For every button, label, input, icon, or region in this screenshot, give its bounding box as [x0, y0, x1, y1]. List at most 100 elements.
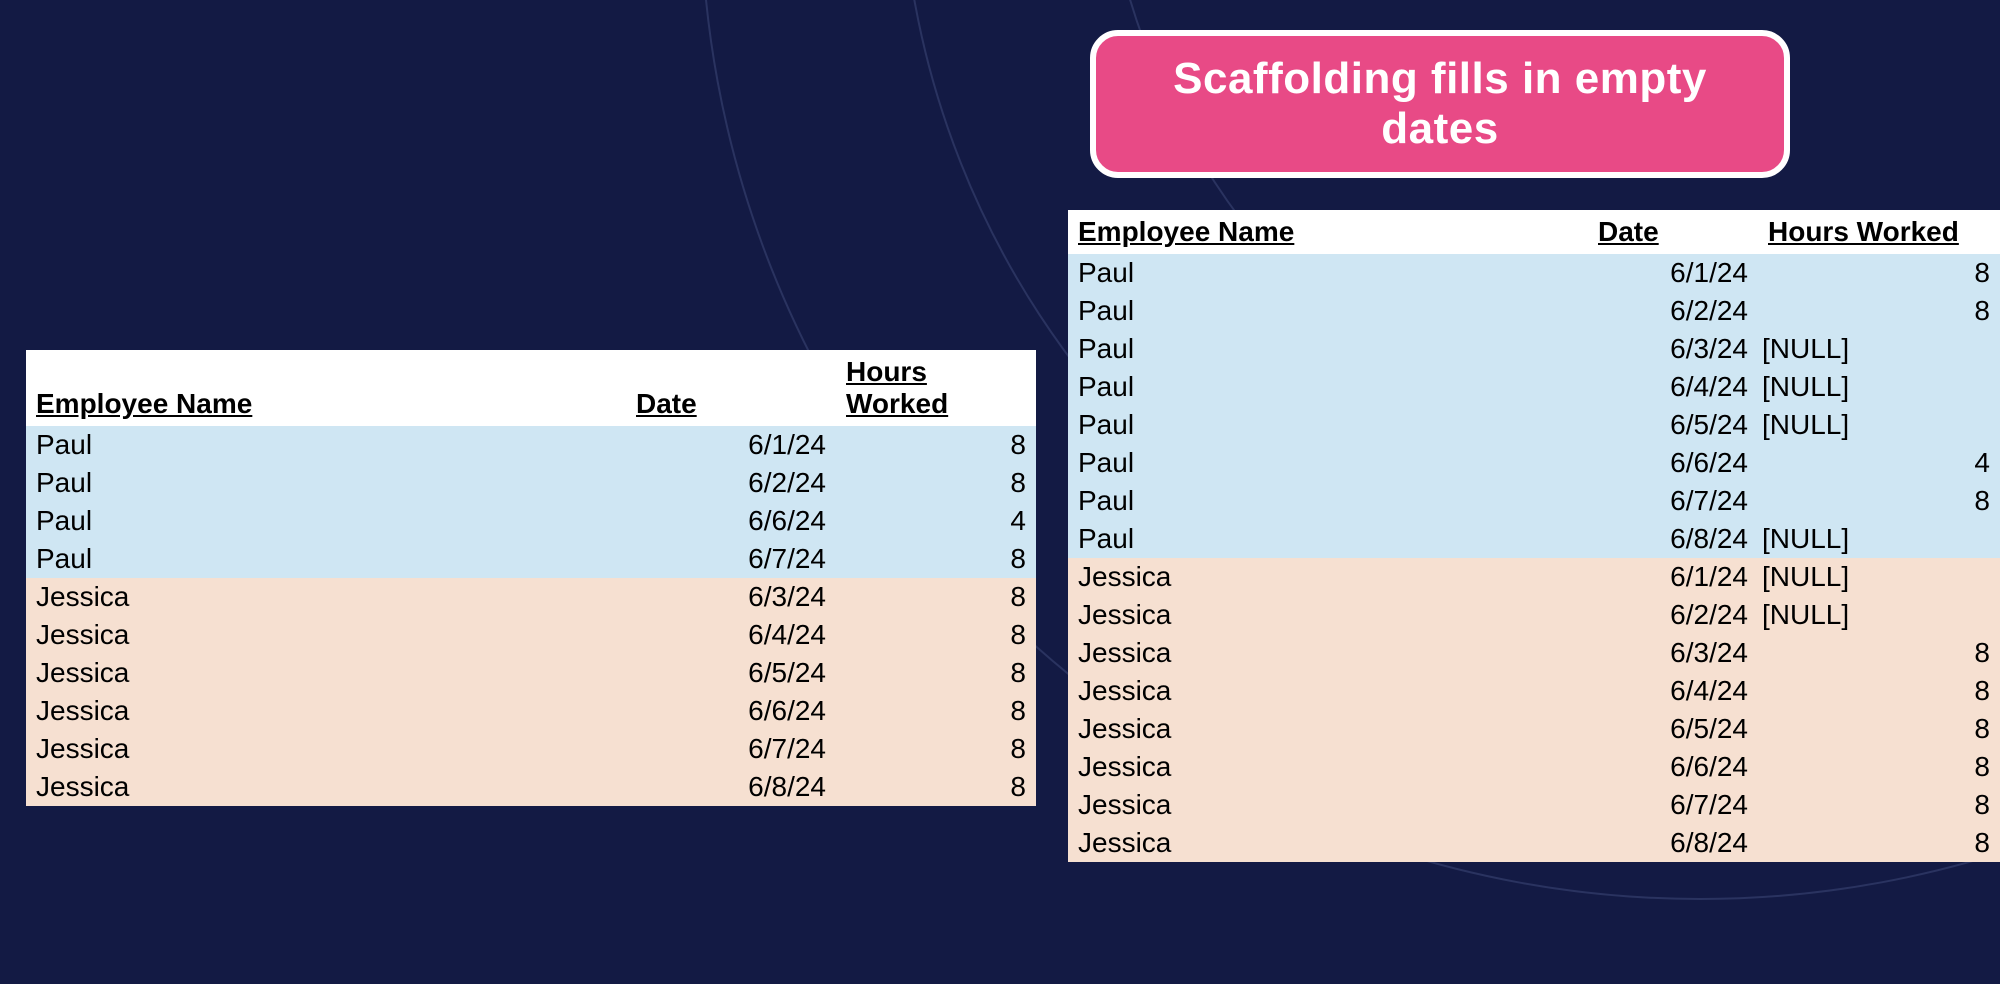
cell-employee-name: Jessica: [1068, 672, 1588, 710]
cell-date: 6/8/24: [1588, 520, 1758, 558]
header-date: Date: [1588, 210, 1758, 254]
table-row: Paul6/7/248: [1068, 482, 2000, 520]
cell-date: 6/2/24: [1588, 596, 1758, 634]
cell-employee-name: Jessica: [1068, 634, 1588, 672]
cell-date: 6/7/24: [626, 540, 836, 578]
cell-hours-null: [NULL]: [1758, 596, 2000, 634]
cell-date: 6/6/24: [1588, 444, 1758, 482]
cell-date: 6/5/24: [1588, 710, 1758, 748]
table-row: Jessica6/1/24[NULL]: [1068, 558, 2000, 596]
table-row: Paul6/2/248: [26, 464, 1036, 502]
cell-employee-name: Jessica: [1068, 824, 1588, 862]
cell-employee-name: Paul: [1068, 406, 1588, 444]
cell-date: 6/1/24: [1588, 558, 1758, 596]
cell-date: 6/6/24: [1588, 748, 1758, 786]
cell-employee-name: Paul: [1068, 254, 1588, 292]
table-row: Jessica6/6/248: [26, 692, 1036, 730]
cell-hours-worked: 8: [1758, 748, 2000, 786]
cell-hours-worked: 8: [1758, 482, 2000, 520]
cell-hours-worked: 8: [836, 692, 1036, 730]
cell-date: 6/8/24: [626, 768, 836, 806]
cell-employee-name: Paul: [26, 540, 626, 578]
table-row: Jessica6/8/248: [1068, 824, 2000, 862]
cell-employee-name: Jessica: [26, 616, 626, 654]
cell-date: 6/5/24: [1588, 406, 1758, 444]
table-row: Jessica6/7/248: [1068, 786, 2000, 824]
header-hours-worked: Hours Worked: [1758, 210, 2000, 254]
cell-date: 6/3/24: [1588, 634, 1758, 672]
cell-date: 6/3/24: [626, 578, 836, 616]
cell-hours-worked: 8: [836, 540, 1036, 578]
cell-employee-name: Jessica: [1068, 748, 1588, 786]
table-row: Paul6/2/248: [1068, 292, 2000, 330]
cell-employee-name: Paul: [1068, 330, 1588, 368]
scaffolded-data-table: Employee Name Date Hours Worked Paul6/1/…: [1068, 210, 2000, 862]
cell-date: 6/4/24: [1588, 672, 1758, 710]
cell-date: 6/2/24: [626, 464, 836, 502]
cell-hours-worked: 8: [836, 768, 1036, 806]
cell-hours-worked: 8: [836, 578, 1036, 616]
cell-date: 6/7/24: [1588, 786, 1758, 824]
cell-employee-name: Paul: [26, 464, 626, 502]
table-row: Paul6/3/24[NULL]: [1068, 330, 2000, 368]
cell-hours-worked: 4: [1758, 444, 2000, 482]
cell-employee-name: Jessica: [1068, 786, 1588, 824]
cell-employee-name: Jessica: [26, 692, 626, 730]
header-date: Date: [626, 350, 836, 426]
cell-employee-name: Paul: [1068, 482, 1588, 520]
cell-employee-name: Jessica: [26, 768, 626, 806]
cell-employee-name: Jessica: [1068, 710, 1588, 748]
header-hours-worked: Hours Worked: [836, 350, 1036, 426]
cell-hours-null: [NULL]: [1758, 520, 2000, 558]
cell-date: 6/4/24: [1588, 368, 1758, 406]
cell-hours-worked: 8: [1758, 634, 2000, 672]
table-row: Jessica6/5/248: [1068, 710, 2000, 748]
cell-employee-name: Paul: [26, 426, 626, 464]
cell-hours-worked: 8: [836, 616, 1036, 654]
table-row: Jessica6/2/24[NULL]: [1068, 596, 2000, 634]
table-row: Paul6/5/24[NULL]: [1068, 406, 2000, 444]
table-row: Paul6/1/248: [1068, 254, 2000, 292]
cell-hours-null: [NULL]: [1758, 368, 2000, 406]
cell-hours-worked: 8: [1758, 672, 2000, 710]
cell-date: 6/6/24: [626, 502, 836, 540]
cell-hours-worked: 8: [1758, 710, 2000, 748]
cell-date: 6/1/24: [1588, 254, 1758, 292]
cell-hours-worked: 8: [1758, 254, 2000, 292]
table-row: Jessica6/4/248: [1068, 672, 2000, 710]
cell-date: 6/7/24: [1588, 482, 1758, 520]
cell-employee-name: Paul: [1068, 520, 1588, 558]
table-row: Jessica6/3/248: [1068, 634, 2000, 672]
cell-hours-worked: 8: [1758, 786, 2000, 824]
cell-hours-worked: 8: [1758, 292, 2000, 330]
table-row: Jessica6/5/248: [26, 654, 1036, 692]
cell-date: 6/7/24: [626, 730, 836, 768]
cell-employee-name: Jessica: [26, 654, 626, 692]
header-employee-name: Employee Name: [26, 350, 626, 426]
cell-hours-null: [NULL]: [1758, 406, 2000, 444]
table-row: Paul6/6/244: [26, 502, 1036, 540]
cell-date: 6/5/24: [626, 654, 836, 692]
cell-employee-name: Paul: [1068, 368, 1588, 406]
cell-employee-name: Jessica: [1068, 596, 1588, 634]
table-header-row: Employee Name Date Hours Worked: [26, 350, 1036, 426]
table-row: Paul6/6/244: [1068, 444, 2000, 482]
cell-date: 6/8/24: [1588, 824, 1758, 862]
cell-employee-name: Jessica: [26, 578, 626, 616]
table-row: Jessica6/8/248: [26, 768, 1036, 806]
cell-employee-name: Paul: [1068, 444, 1588, 482]
cell-hours-worked: 4: [836, 502, 1036, 540]
cell-date: 6/4/24: [626, 616, 836, 654]
cell-employee-name: Paul: [1068, 292, 1588, 330]
cell-hours-worked: 8: [836, 730, 1036, 768]
table-row: Jessica6/7/248: [26, 730, 1036, 768]
cell-employee-name: Jessica: [1068, 558, 1588, 596]
cell-employee-name: Paul: [26, 502, 626, 540]
cell-hours-worked: 8: [836, 464, 1036, 502]
cell-hours-worked: 8: [836, 654, 1036, 692]
table-row: Jessica6/3/248: [26, 578, 1036, 616]
cell-hours-null: [NULL]: [1758, 558, 2000, 596]
cell-date: 6/3/24: [1588, 330, 1758, 368]
cell-date: 6/1/24: [626, 426, 836, 464]
table-row: Jessica6/6/248: [1068, 748, 2000, 786]
